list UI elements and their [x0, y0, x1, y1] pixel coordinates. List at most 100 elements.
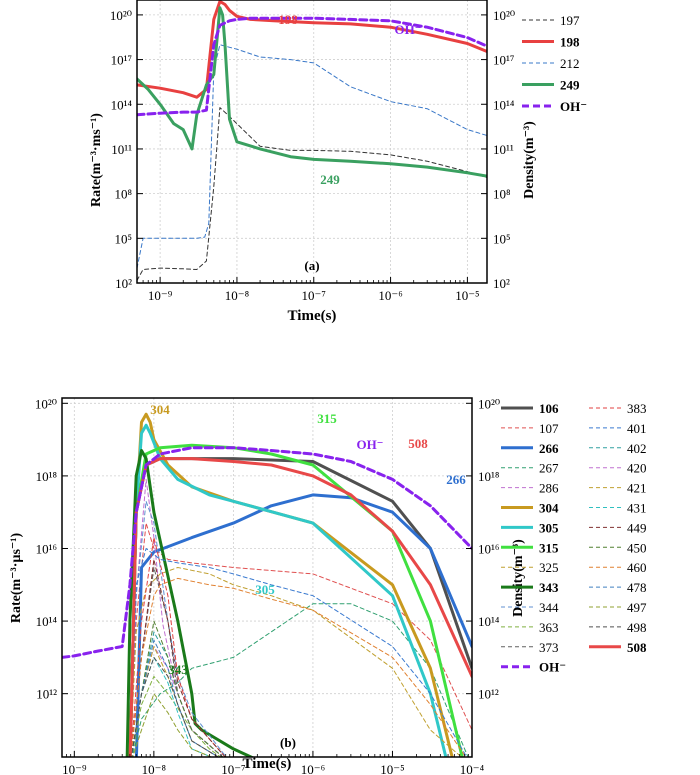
panel-b-legend: 106 107 266 267 286 304 305 315 325 343 344 363 373 3… [501, 401, 647, 675]
y-tick-label-left: 10¹⁷ [111, 53, 132, 68]
x-tick-label: 10⁻⁹ [62, 762, 87, 775]
legend-label-343: 343 [539, 580, 559, 595]
series-line-267 [131, 603, 469, 757]
legend-label-402: 402 [627, 441, 647, 456]
panel-a-frame [136, 0, 488, 284]
x-tick-label: 10⁻⁶ [378, 288, 402, 303]
y-tick-label-left: 10¹⁴ [36, 614, 58, 629]
legend-label-212: 212 [560, 56, 580, 71]
series-line-325 [129, 567, 463, 757]
legend-label-344: 344 [539, 600, 559, 615]
y-tick-label-right: 10²⁰ [478, 396, 500, 411]
panel-a-legend: 197 198 212 249 OH⁻ [522, 13, 587, 114]
x-tick-label: 10⁻⁷ [221, 762, 245, 775]
y-tick-label-right: 10¹⁸ [478, 469, 500, 484]
legend-label-286: 286 [539, 481, 559, 496]
series-line-498 [130, 656, 220, 757]
series-line-343 [125, 449, 255, 757]
panel-b-axes: 10⁻⁹ 10⁻⁸ 10⁻⁷ 10⁻⁶ 10⁻⁵ 10⁻⁴ 10¹² 10¹² 10¹⁴ 10¹⁴… [35, 396, 500, 775]
series-line-212 [137, 44, 487, 269]
series-label-OH⁻: OH⁻ [394, 22, 421, 37]
series-line-344 [129, 500, 227, 757]
legend-label-266: 266 [539, 441, 559, 456]
legend-label-421: 421 [627, 481, 647, 496]
legend-label-267: 267 [539, 461, 559, 476]
series-line-460 [130, 577, 467, 757]
y-tick-label-left: 10² [115, 276, 132, 291]
legend-label-498: 498 [627, 620, 647, 635]
series-label-198: 198 [278, 12, 298, 27]
y-tick-label-left: 10¹⁶ [36, 541, 57, 556]
legend-label-497: 497 [627, 600, 647, 615]
series-line-OH⁻ [62, 446, 472, 659]
series-label-266: 266 [446, 472, 466, 487]
legend-label-478: 478 [627, 580, 647, 595]
y-tick-label-left: 10¹² [36, 687, 57, 702]
legend-label-373: 373 [539, 640, 559, 655]
y-tick-label-right: 10¹² [478, 687, 499, 702]
series-label-249: 249 [320, 172, 340, 187]
series-line-363 [131, 675, 222, 757]
y-tick-label-right: 10⁵ [493, 231, 511, 246]
y-tick-label-left: 10⁸ [114, 187, 132, 202]
series-line-420 [130, 646, 224, 757]
series-line-304 [128, 412, 454, 757]
y-tick-label-right: 10¹⁶ [478, 541, 499, 556]
panel-a-line-labels: 198 249 OH⁻ [278, 12, 421, 187]
legend-label-197: 197 [560, 13, 580, 28]
panel-a-xlabel: Time(s) [288, 308, 337, 324]
legend-label-198: 198 [560, 35, 580, 50]
x-tick-label: 10⁻⁹ [148, 288, 173, 303]
legend-label-OH⁻: OH⁻ [539, 660, 566, 675]
series-line-OH⁻ [137, 16, 487, 117]
series-line-249 [137, 6, 487, 178]
panel-b-ylabel: Rate(m⁻³·µs⁻¹) [9, 533, 24, 624]
y-tick-label-right: 10² [493, 276, 510, 291]
panel-a-axes: 10⁻⁹ 10⁻⁸ 10⁻⁷ 10⁻⁶ 10⁻⁵ 10² 10² 10⁵ 10⁵ 10⁸ 10⁸ 10… [110, 8, 515, 303]
x-tick-label: 10⁻⁸ [142, 762, 167, 775]
panel-b-frame [61, 397, 473, 758]
legend-label-420: 420 [627, 461, 647, 476]
y-tick-label-left: 10¹⁴ [111, 97, 133, 112]
legend-label-363: 363 [539, 620, 559, 635]
y-tick-label-left: 10⁵ [114, 231, 132, 246]
series-label-343: 343 [168, 662, 188, 677]
x-tick-label: 10⁻⁵ [455, 288, 479, 303]
legend-label-450: 450 [627, 540, 647, 555]
y-tick-label-left: 10¹⁸ [36, 469, 58, 484]
legend-label-106: 106 [539, 401, 559, 416]
series-line-198 [137, 0, 487, 99]
panel-b-tag: (b) [280, 735, 296, 750]
series-line-266 [134, 493, 472, 757]
panel-b-ylabel-right: Density(m⁻³) [511, 539, 526, 617]
y-tick-label-left: 10²⁰ [110, 8, 132, 23]
legend-label-401: 401 [627, 421, 647, 436]
series-line-197 [137, 107, 487, 281]
y-tick-label-right: 10¹⁴ [493, 97, 515, 112]
series-line-401 [129, 548, 468, 757]
series-label-304: 304 [150, 402, 170, 417]
series-line-383 [130, 537, 226, 757]
legend-label-305: 305 [539, 520, 559, 535]
panel-b-series [62, 412, 472, 757]
y-tick-label-right: 10⁸ [493, 187, 511, 202]
y-tick-label-right: 10²⁰ [493, 8, 515, 23]
series-label-305: 305 [255, 582, 275, 597]
panel-b: 10⁻⁹ 10⁻⁸ 10⁻⁷ 10⁻⁶ 10⁻⁵ 10⁻⁴ 10¹² 10¹² 10¹⁴ 10¹⁴… [9, 396, 647, 775]
y-tick-label-left: 10²⁰ [35, 396, 57, 411]
legend-label-508: 508 [627, 640, 647, 655]
series-line-450 [130, 620, 224, 757]
y-tick-label-right: 10¹⁷ [493, 53, 514, 68]
y-tick-label-right: 10¹¹ [493, 142, 514, 157]
panel-a-ylabel-right: Density(m⁻³) [522, 121, 537, 199]
legend-label-249: 249 [560, 78, 580, 93]
series-label-OH⁻: OH⁻ [356, 437, 383, 452]
series-line-478 [130, 639, 220, 757]
panel-b-xlabel: Time(s) [243, 756, 292, 772]
series-line-305 [128, 423, 448, 757]
series-line-286 [129, 478, 224, 757]
legend-label-OH⁻: OH⁻ [560, 99, 587, 114]
panel-a-ylabel: Rate(m⁻³·ms⁻¹) [89, 113, 104, 207]
panel-a-tag: (a) [304, 258, 319, 273]
